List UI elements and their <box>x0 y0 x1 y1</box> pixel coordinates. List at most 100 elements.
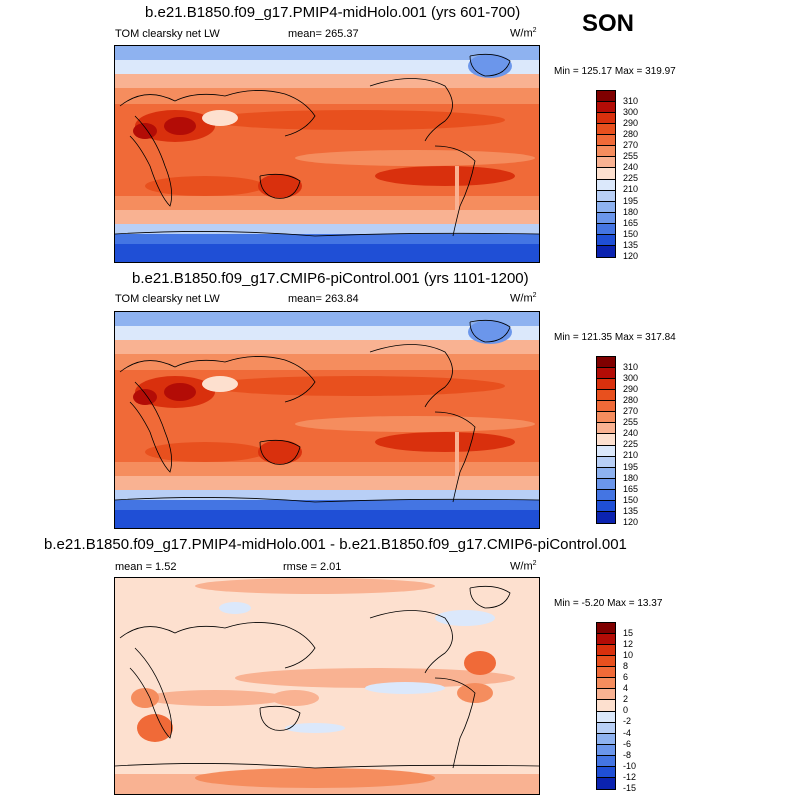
colorbar-tick-label: 150 <box>623 229 639 239</box>
colorbar-swatch <box>597 146 615 158</box>
colorbar-tick-label: -10 <box>623 761 637 771</box>
panel1-mean: mean= 265.37 <box>288 28 359 40</box>
colorbar-swatch <box>597 667 615 679</box>
panel3-map <box>114 577 540 795</box>
colorbar-tick-label: 15 <box>623 628 634 638</box>
colorbar-swatch <box>597 368 615 380</box>
panel2-variable-label: TOM clearsky net LW <box>115 293 220 305</box>
panel2-units: W/m2 <box>510 292 537 305</box>
colorbar-swatch <box>597 113 615 125</box>
colorbar-swatch <box>597 190 615 202</box>
colorbar-tick-label: -6 <box>623 739 632 749</box>
colorbar-swatch <box>597 755 615 767</box>
colorbar-swatch <box>597 423 615 435</box>
colorbar-tick-label: 2 <box>623 694 629 704</box>
colorbar-swatch <box>597 722 615 734</box>
colorbar-tick-label: 270 <box>623 406 639 416</box>
colorbar-tick-label: 120 <box>623 517 639 527</box>
colorbar-tick-label: 300 <box>623 107 639 117</box>
colorbar-tick-label: 310 <box>623 362 639 372</box>
panel1-minmax: Min = 125.17 Max = 319.97 <box>554 66 676 77</box>
colorbar-swatch <box>597 135 615 147</box>
colorbar-tick-label: 12 <box>623 639 634 649</box>
colorbar-swatch <box>597 511 615 523</box>
panel1-title: b.e21.B1850.f09_g17.PMIP4-midHolo.001 (y… <box>145 4 521 21</box>
colorbar-tick-label: 255 <box>623 151 639 161</box>
panel3-mean: mean = 1.52 <box>115 561 177 573</box>
colorbar-tick-label: 150 <box>623 495 639 505</box>
colorbar-swatch <box>597 124 615 136</box>
panel1-variable-label: TOM clearsky net LW <box>115 28 220 40</box>
panel3-title: b.e21.B1850.f09_g17.PMIP4-midHolo.001 - … <box>44 536 627 553</box>
panel3-units: W/m2 <box>510 560 537 573</box>
panel1-colorbar <box>596 90 616 258</box>
colorbar-swatch <box>597 234 615 246</box>
colorbar-swatch <box>597 390 615 402</box>
panel3-colorbar <box>596 622 616 790</box>
colorbar-swatch <box>597 467 615 479</box>
colorbar-swatch <box>597 357 615 369</box>
colorbar-tick-label: 4 <box>623 683 629 693</box>
panel2-minmax: Min = 121.35 Max = 317.84 <box>554 332 676 343</box>
colorbar-tick-label: 280 <box>623 129 639 139</box>
colorbar-tick-label: 240 <box>623 428 639 438</box>
colorbar-swatch <box>597 91 615 103</box>
colorbar-tick-label: 180 <box>623 473 639 483</box>
colorbar-swatch <box>597 744 615 756</box>
colorbar-tick-label: 280 <box>623 395 639 405</box>
colorbar-tick-label: -12 <box>623 772 637 782</box>
colorbar-tick-label: 195 <box>623 196 639 206</box>
colorbar-tick-label: 0 <box>623 705 629 715</box>
colorbar-tick-label: 225 <box>623 173 639 183</box>
colorbar-tick-label: -15 <box>623 783 637 793</box>
colorbar-tick-label: -4 <box>623 728 632 738</box>
colorbar-swatch <box>597 157 615 169</box>
colorbar-tick-label: 195 <box>623 462 639 472</box>
colorbar-swatch <box>597 168 615 180</box>
colorbar-swatch <box>597 401 615 413</box>
colorbar-tick-label: 270 <box>623 140 639 150</box>
panel3-rmse: rmse = 2.01 <box>283 561 342 573</box>
colorbar-swatch <box>597 777 615 789</box>
colorbar-tick-label: 290 <box>623 384 639 394</box>
colorbar-tick-label: 210 <box>623 184 639 194</box>
colorbar-tick-label: 180 <box>623 207 639 217</box>
colorbar-swatch <box>597 678 615 690</box>
colorbar-swatch <box>597 412 615 424</box>
colorbar-tick-label: 165 <box>623 218 639 228</box>
panel2-map <box>114 311 540 529</box>
colorbar-swatch <box>597 711 615 723</box>
colorbar-tick-label: 255 <box>623 417 639 427</box>
colorbar-swatch <box>597 379 615 391</box>
colorbar-swatch <box>597 623 615 635</box>
colorbar-tick-label: 135 <box>623 240 639 250</box>
colorbar-swatch <box>597 689 615 701</box>
colorbar-swatch <box>597 489 615 501</box>
season-label: SON <box>582 10 635 37</box>
panel1-units: W/m2 <box>510 27 537 40</box>
colorbar-swatch <box>597 733 615 745</box>
panel2-colorbar <box>596 356 616 524</box>
colorbar-swatch <box>597 179 615 191</box>
panel2-mean: mean= 263.84 <box>288 293 359 305</box>
colorbar-tick-label: 290 <box>623 118 639 128</box>
colorbar-tick-label: 240 <box>623 162 639 172</box>
panel3-minmax: Min = -5.20 Max = 13.37 <box>554 598 663 609</box>
colorbar-swatch <box>597 500 615 512</box>
colorbar-swatch <box>597 245 615 257</box>
colorbar-tick-label: 10 <box>623 650 634 660</box>
colorbar-tick-label: 225 <box>623 439 639 449</box>
colorbar-tick-label: 310 <box>623 96 639 106</box>
colorbar-tick-label: -2 <box>623 716 632 726</box>
colorbar-swatch <box>597 700 615 712</box>
colorbar-swatch <box>597 223 615 235</box>
colorbar-tick-label: 135 <box>623 506 639 516</box>
colorbar-swatch <box>597 434 615 446</box>
colorbar-swatch <box>597 201 615 213</box>
colorbar-tick-label: -8 <box>623 750 632 760</box>
colorbar-swatch <box>597 766 615 778</box>
colorbar-tick-label: 120 <box>623 251 639 261</box>
colorbar-tick-label: 8 <box>623 661 629 671</box>
colorbar-swatch <box>597 478 615 490</box>
colorbar-swatch <box>597 656 615 668</box>
